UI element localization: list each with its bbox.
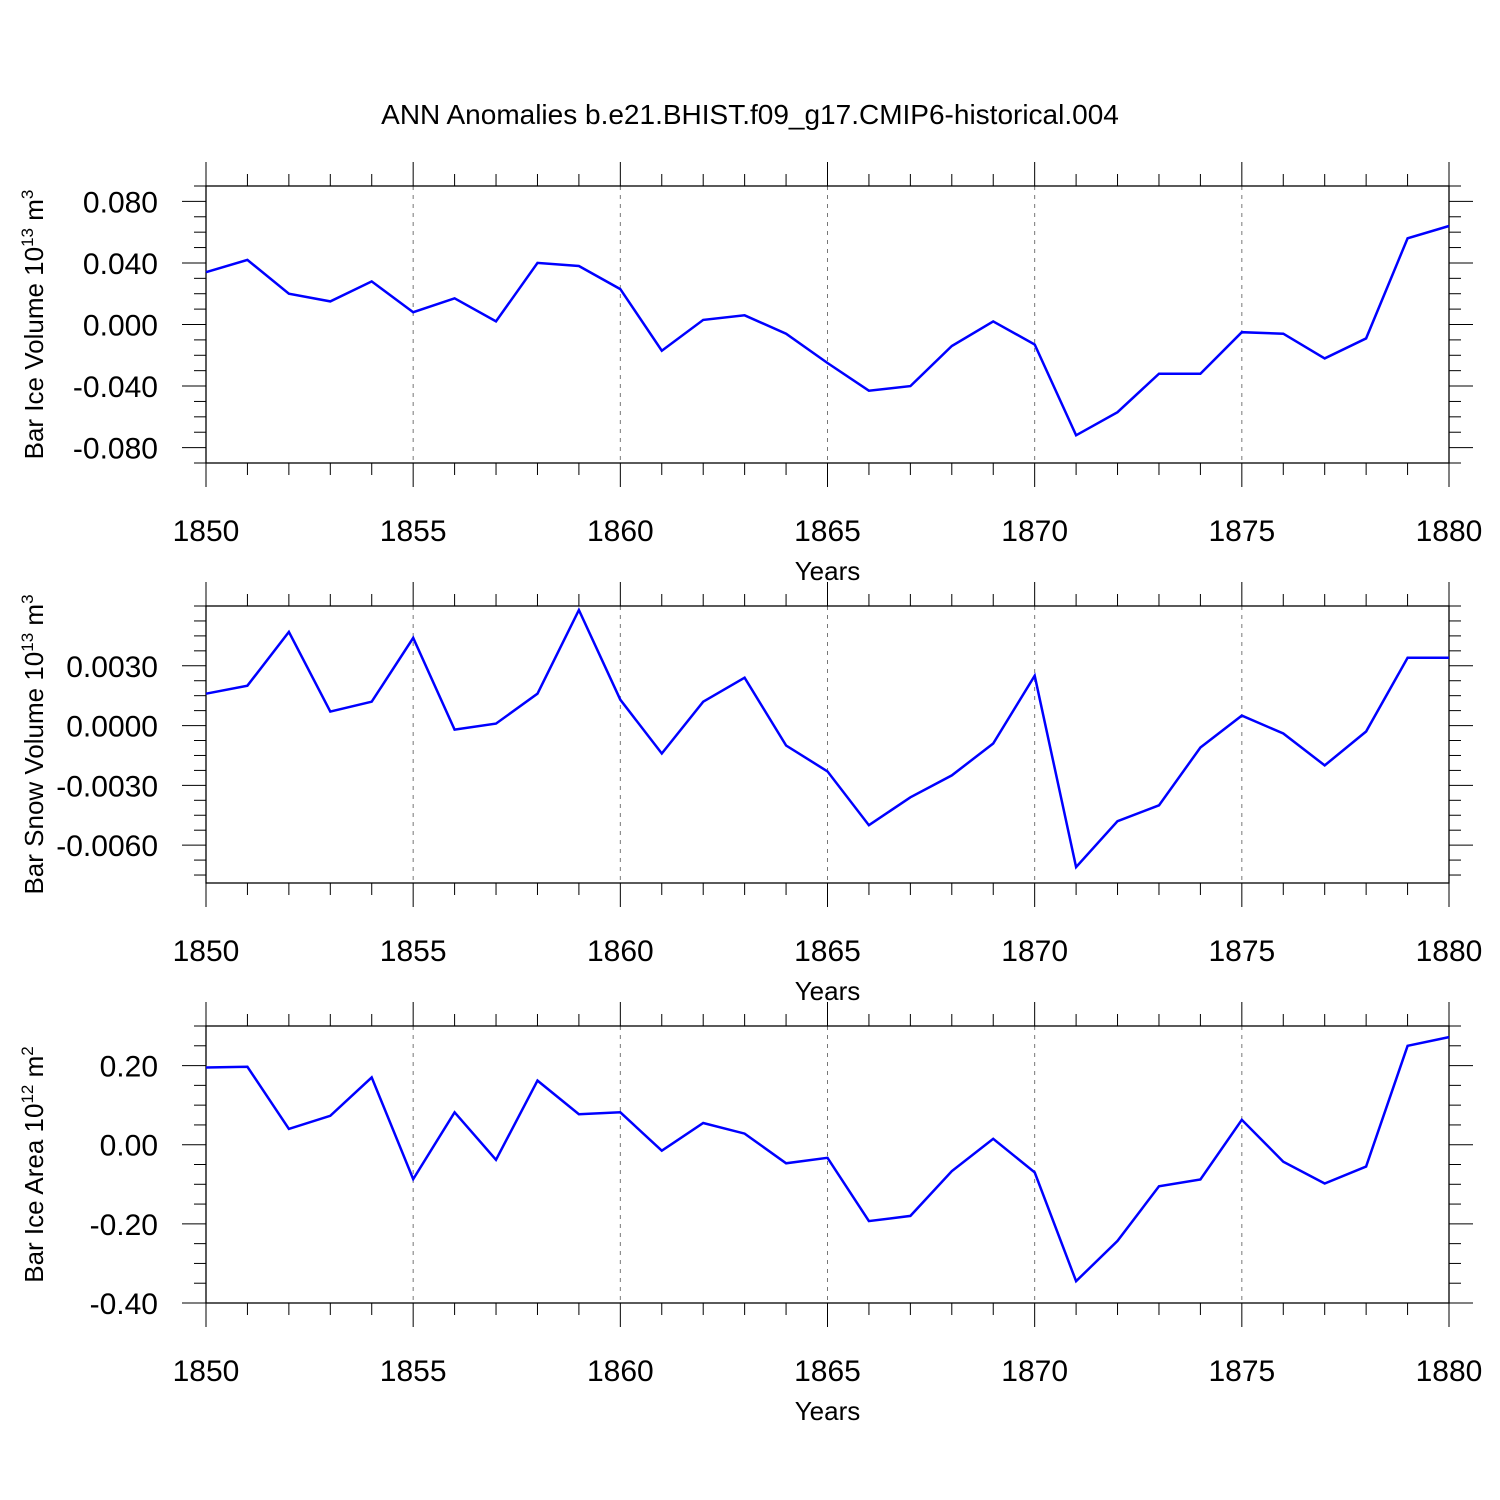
y-axis-label: Bar Ice Area 1012 m2 (18, 1046, 49, 1283)
y-tick-label: -0.0030 (56, 770, 158, 803)
y-axis-label-unit-exponent: 3 (18, 190, 37, 199)
x-tick-label: 1850 (173, 935, 240, 968)
x-tick-label: 1875 (1208, 1355, 1275, 1388)
x-tick-label: 1875 (1208, 935, 1275, 968)
y-tick-label: -0.080 (73, 433, 158, 466)
y-tick-label: 0.00 (100, 1130, 158, 1163)
y-tick-label: 0.20 (100, 1051, 158, 1084)
y-axis-label-exponent: 12 (18, 1085, 37, 1104)
y-tick-label: -0.20 (90, 1209, 158, 1242)
y-axis-label-unit: m (19, 199, 49, 228)
y-tick-label: 0.0000 (66, 711, 158, 744)
x-tick-label: 1855 (380, 1355, 447, 1388)
x-tick-label: 1865 (794, 515, 861, 548)
y-tick-label: 0.040 (83, 248, 158, 281)
y-axis-label-exponent: 13 (18, 633, 37, 652)
series-line (205, 607, 1449, 870)
y-tick-label: -0.0060 (56, 830, 158, 863)
x-tick-label: 1880 (1416, 515, 1483, 548)
x-axis-label: Years (795, 1396, 861, 1426)
y-axis-label-unit: m (19, 1056, 49, 1085)
y-axis-label: Bar Ice Volume 1013 m3 (18, 190, 49, 460)
x-tick-label: 1860 (587, 1355, 654, 1388)
x-tick-label: 1850 (173, 515, 240, 548)
y-tick-label: -0.40 (90, 1288, 158, 1321)
y-axis-label: Bar Snow Volume 1013 m3 (18, 594, 49, 894)
y-tick-label: 0.0030 (66, 651, 158, 684)
y-axis-label-exponent: 13 (18, 228, 37, 247)
x-tick-label: 1870 (1001, 515, 1068, 548)
y-tick-label: 0.080 (83, 186, 158, 219)
y-axis-label-unit-exponent: 2 (18, 1046, 37, 1055)
x-tick-label: 1850 (173, 1355, 240, 1388)
panel-1: 1850 1855 1860 1865 1870 1875 1880 0.080 0.040 0.… (18, 162, 1482, 586)
x-axis-label: Years (795, 556, 861, 586)
y-axis-label-unit: m (19, 604, 49, 633)
x-tick-label: 1875 (1208, 515, 1275, 548)
x-tick-label: 1880 (1416, 935, 1483, 968)
y-axis-label-unit-exponent: 3 (18, 594, 37, 603)
y-tick-label: 0.000 (83, 310, 158, 343)
panels-container: 1850 1855 1860 1865 1870 1875 1880 0.080 0.040 0.… (18, 162, 1482, 1426)
x-tick-label: 1860 (587, 935, 654, 968)
x-tick-label: 1860 (587, 515, 654, 548)
x-axis-label: Years (795, 976, 861, 1006)
x-tick-label: 1870 (1001, 935, 1068, 968)
panel-2: 1850 1855 1860 1865 1870 1875 1880 0.0030 0.0000… (18, 582, 1482, 1006)
x-tick-label: 1870 (1001, 1355, 1068, 1388)
x-tick-label: 1865 (794, 1355, 861, 1388)
x-tick-label: 1855 (380, 515, 447, 548)
chart-title: ANN Anomalies b.e21.BHIST.f09_g17.CMIP6-… (381, 99, 1119, 130)
y-axis-label-text: Bar Ice Volume 10 (19, 247, 49, 459)
series-line (205, 224, 1450, 438)
x-tick-label: 1855 (380, 935, 447, 968)
panel-3: 1850 1855 1860 1865 1870 1875 1880 0.20 0.00 -0.2… (18, 1002, 1482, 1426)
y-tick-label: -0.040 (73, 371, 158, 404)
x-tick-label: 1865 (794, 935, 861, 968)
y-axis-label-text: Bar Ice Area 10 (19, 1104, 49, 1283)
y-axis-label-text: Bar Snow Volume 10 (19, 652, 49, 895)
x-tick-label: 1880 (1416, 1355, 1483, 1388)
series-line (205, 1035, 1450, 1284)
